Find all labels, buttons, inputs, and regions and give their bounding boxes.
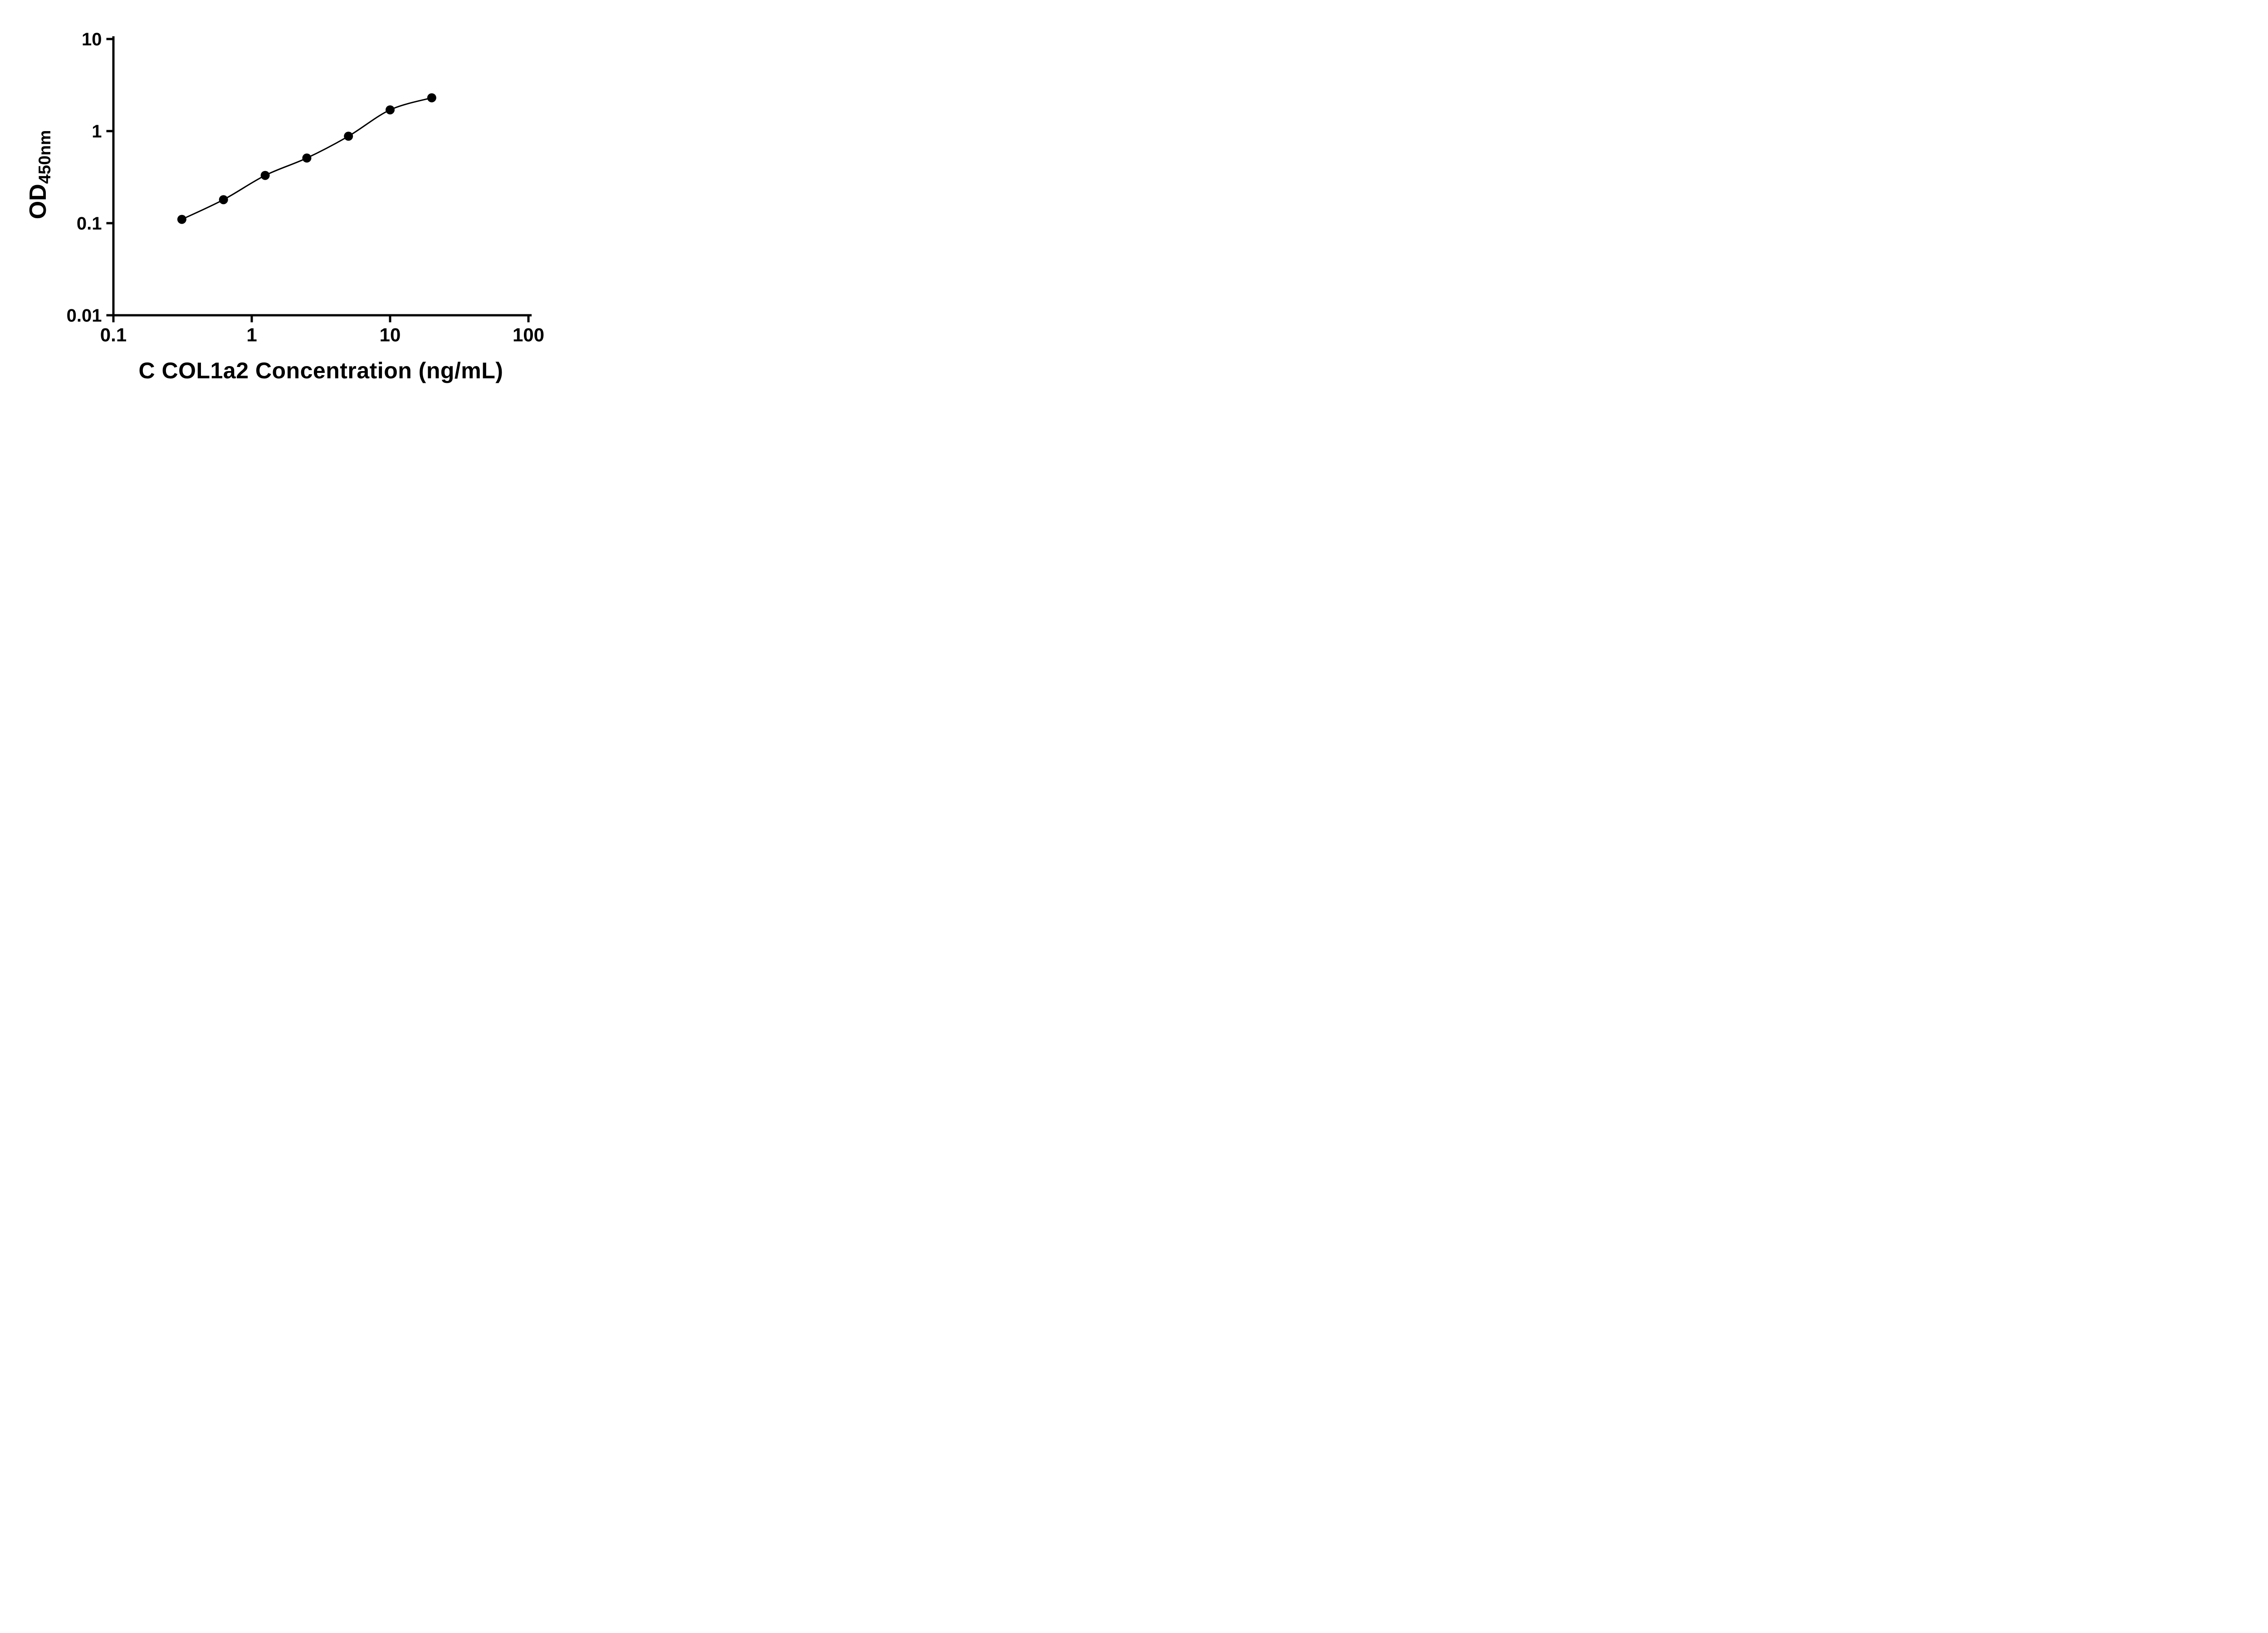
y-tick-label-1: 1 [92,122,102,142]
data-point-1.25 [260,171,270,180]
data-point-20 [427,93,436,103]
data-point-5 [344,132,353,141]
x-tick-label-10: 10 [380,324,401,346]
y-tick-label-0.1: 0.1 [77,214,102,234]
y-axis-title-main: OD [24,184,51,220]
x-tick-label-1: 1 [246,324,257,346]
data-point-0.625 [219,195,228,205]
y-tick-label-0.01: 0.01 [67,306,102,326]
x-tick-label-100: 100 [513,324,544,346]
data-point-2.5 [302,153,312,163]
x-axis-title: C COL1a2 Concentration (ng/mL) [138,358,503,383]
data-point-10 [386,105,395,115]
axes-lines [112,36,532,317]
elisa-standard-curve-figure: 10 1 0.1 0.01 0.1 1 10 100 C COL1a2 Concentrati… [0,0,583,408]
y-axis-title-subscript: 450nm [35,130,54,184]
data-point-0.3125 [177,215,186,224]
y-axis-title: OD450nm [24,130,54,220]
x-tick-label-0.1: 0.1 [100,324,127,346]
y-tick-label-10: 10 [82,29,102,49]
